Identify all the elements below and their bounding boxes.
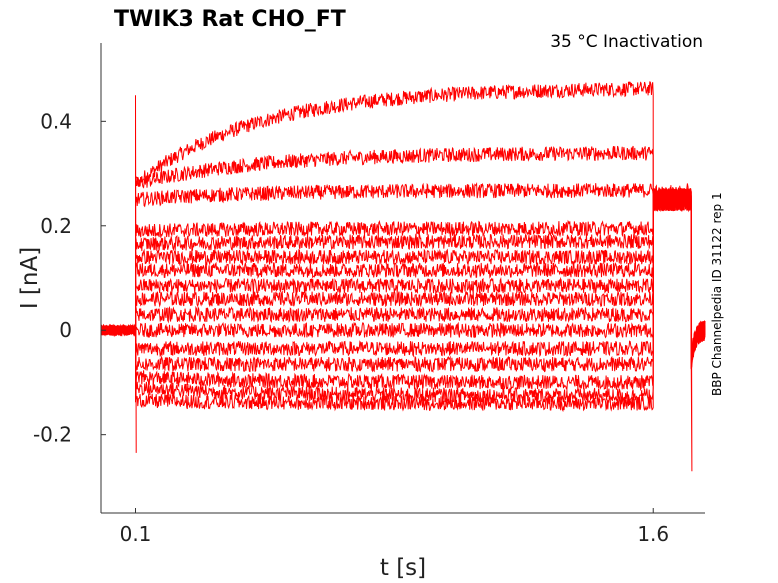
sweep-trace	[100, 188, 706, 364]
chart-subtitle: 35 °C Inactivation	[550, 32, 703, 52]
sweep-trace	[100, 188, 706, 392]
sweep-trace	[100, 181, 706, 369]
y-axis-label: I [nA]	[17, 247, 43, 309]
sweep-trace	[100, 188, 706, 368]
y-ticks: -0.2 0 0.2 0.4	[33, 109, 106, 447]
sweep-trace	[100, 188, 706, 359]
sweep-trace	[100, 188, 706, 362]
sweeps	[100, 81, 706, 472]
x-tick-label: 0.1	[120, 522, 152, 546]
x-axis-label: t [s]	[380, 555, 426, 581]
sweep-trace	[100, 145, 706, 360]
x-tick-label: 1.6	[637, 522, 669, 546]
sweep-trace	[100, 81, 706, 472]
plot-area	[100, 81, 706, 472]
y-tick-label: 0	[59, 318, 72, 342]
sweep-trace	[100, 188, 706, 368]
sweep-trace	[100, 188, 706, 361]
chart-title: TWIK3 Rat CHO_FT	[114, 7, 346, 32]
sweep-trace	[100, 188, 706, 361]
y-tick-label: 0.2	[40, 214, 72, 238]
side-label: BBP Channelpedia ID 31122 rep 1	[710, 192, 724, 396]
sweep-trace	[100, 187, 706, 364]
sweep-trace	[100, 187, 706, 404]
y-tick-label: -0.2	[33, 423, 72, 447]
sweep-trace	[100, 187, 706, 373]
x-ticks: 0.1 1.6	[120, 508, 669, 546]
sweep-trace	[100, 187, 706, 361]
sweep-trace	[100, 188, 706, 413]
y-tick-label: 0.4	[40, 109, 72, 133]
